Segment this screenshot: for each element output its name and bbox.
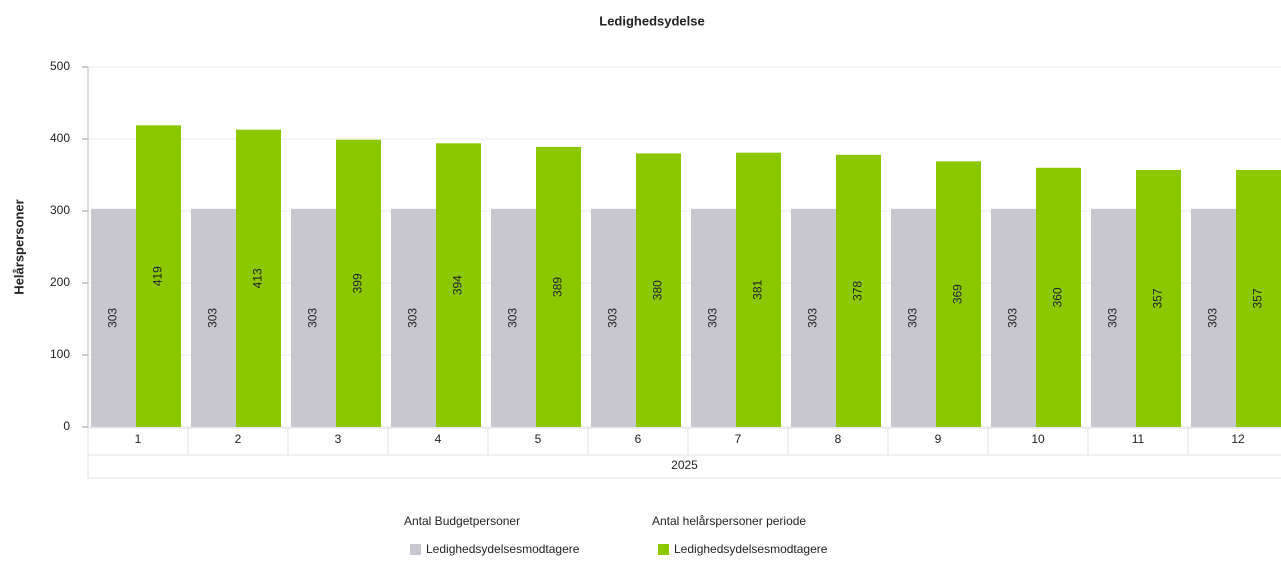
- value-label: 303: [1206, 308, 1220, 328]
- bar: [691, 208, 736, 427]
- y-axis-title: Helårspersoner: [11, 199, 26, 294]
- value-label: 399: [351, 273, 365, 293]
- bar: [1091, 208, 1136, 427]
- value-label: 303: [506, 308, 520, 328]
- y-tick-label: 100: [50, 347, 70, 361]
- legend-swatch: [658, 544, 669, 555]
- x-tick-label: 7: [735, 432, 742, 446]
- bar: [536, 146, 581, 428]
- legend-swatch: [410, 544, 421, 555]
- y-tick-label: 400: [50, 131, 70, 145]
- bar: [336, 139, 381, 427]
- bar: [1236, 169, 1281, 427]
- x-tick-label: 3: [335, 432, 342, 446]
- legend-label: Ledighedsydelsesmodtagere: [426, 542, 580, 556]
- bar: [391, 208, 436, 427]
- bar: [91, 208, 136, 427]
- value-label: 303: [806, 308, 820, 328]
- value-label: 360: [1051, 287, 1065, 307]
- x-tick-label: 12: [1231, 432, 1245, 446]
- value-label: 389: [551, 277, 565, 297]
- legend-group: Antal helårspersoner periode: [652, 514, 806, 528]
- bar: [291, 208, 336, 427]
- x-tick-label: 10: [1031, 432, 1045, 446]
- value-label: 394: [451, 275, 465, 295]
- x-tick-label: 8: [835, 432, 842, 446]
- bar: [836, 154, 881, 427]
- value-label: 357: [1151, 288, 1165, 308]
- y-tick-label: 0: [63, 419, 70, 433]
- bar: [591, 208, 636, 427]
- value-label: 303: [206, 308, 220, 328]
- legend-label: Ledighedsydelsesmodtagere: [674, 542, 828, 556]
- x-tick-label: 6: [635, 432, 642, 446]
- value-label: 303: [1006, 308, 1020, 328]
- x-tick-label: 5: [535, 432, 542, 446]
- chart-title: Ledighedsydelse: [599, 13, 704, 28]
- value-label: 357: [1251, 288, 1265, 308]
- bar: [236, 129, 281, 427]
- value-label: 381: [751, 280, 765, 300]
- bar: [1136, 169, 1181, 427]
- bar: [736, 152, 781, 427]
- bar: [791, 208, 836, 427]
- x-group-label: 2025: [671, 458, 698, 472]
- legend-group: Antal Budgetpersoner: [404, 514, 520, 528]
- bar: [936, 161, 981, 427]
- value-label: 303: [906, 308, 920, 328]
- bar: [991, 208, 1036, 427]
- value-label: 419: [151, 266, 165, 286]
- bar: [191, 208, 236, 427]
- value-label: 380: [651, 280, 665, 300]
- bar: [491, 208, 536, 427]
- x-tick-label: 4: [435, 432, 442, 446]
- value-label: 378: [851, 281, 865, 301]
- bar: [436, 143, 481, 427]
- bar: [1191, 208, 1236, 427]
- value-label: 413: [251, 268, 265, 288]
- value-label: 303: [306, 308, 320, 328]
- bar: [136, 125, 181, 427]
- value-label: 303: [706, 308, 720, 328]
- bar: [891, 208, 936, 427]
- x-tick-label: 9: [935, 432, 942, 446]
- value-label: 369: [951, 284, 965, 304]
- value-label: 303: [1106, 308, 1120, 328]
- value-label: 303: [106, 308, 120, 328]
- bar: [1036, 167, 1081, 428]
- group-cell: [87, 454, 1281, 479]
- value-label: 303: [406, 308, 420, 328]
- value-label: 303: [606, 308, 620, 328]
- x-tick-label: 2: [235, 432, 242, 446]
- x-tick-label: 1: [135, 432, 142, 446]
- bar: [636, 153, 681, 427]
- y-tick-label: 300: [50, 203, 70, 217]
- y-tick-label: 200: [50, 275, 70, 289]
- x-tick-label: 11: [1132, 432, 1145, 446]
- y-tick-label: 500: [50, 59, 70, 73]
